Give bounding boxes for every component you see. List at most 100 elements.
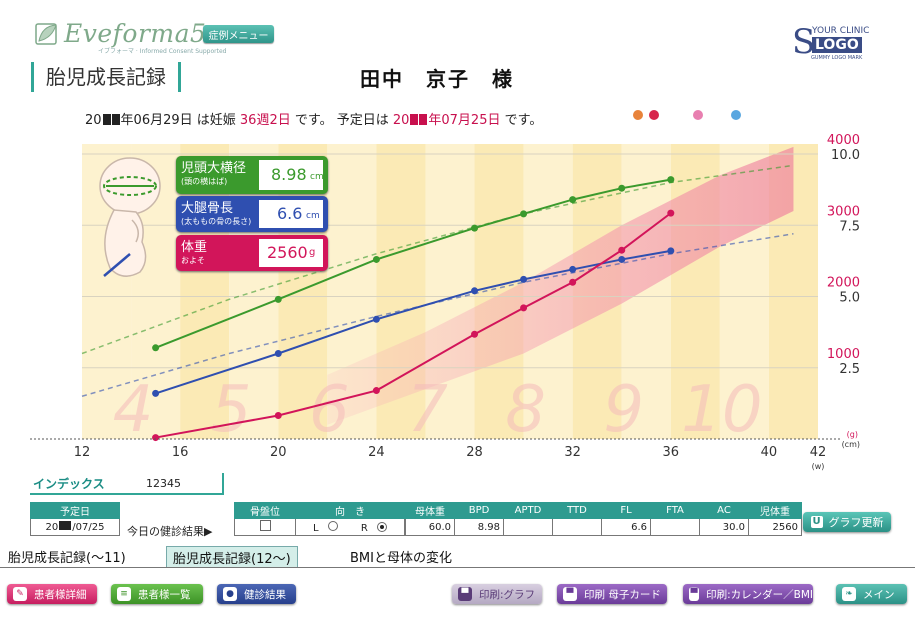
print-card-button[interactable]: ▀ 印刷 母子カード — [557, 584, 667, 604]
printer-icon: ▀ — [563, 587, 577, 601]
direction-l-radio[interactable] — [327, 520, 338, 531]
print-graph-button[interactable]: ▀ 印刷:グラフ — [452, 584, 542, 604]
x-tick-label: 24 — [368, 445, 385, 460]
series-line — [155, 178, 671, 349]
x-tick-label: 36 — [663, 445, 680, 460]
refresh-icon: U — [810, 516, 823, 528]
brand-logo: Eveforma5 イブフォーマ · Informed Consent Supp… — [34, 16, 226, 55]
brand-name: Eveforma5 — [64, 18, 207, 48]
result-header: BPD — [454, 502, 504, 519]
y-cm-tick: 5.0 — [839, 291, 860, 306]
printer-icon: ▀ — [689, 587, 700, 601]
result-value[interactable]: 2560 — [748, 518, 802, 536]
index-box — [30, 473, 224, 495]
page-title: 胎児成長記録 — [31, 62, 181, 92]
result-header: 母体重 — [405, 502, 455, 519]
main-menu-button[interactable]: ❧ メイン — [836, 584, 907, 604]
x-tick-label: 16 — [172, 445, 189, 460]
dot-icon — [633, 110, 643, 120]
y-weight-tick: 1000 — [827, 347, 860, 362]
month-label: 5 — [211, 373, 252, 447]
result-value[interactable]: 8.98 — [454, 518, 504, 536]
fetus-illustration — [99, 157, 161, 277]
reference-curve — [81, 233, 794, 397]
index-value[interactable]: 12345 — [146, 477, 181, 490]
exam-result-button[interactable]: ● 健診結果 — [217, 584, 296, 604]
data-point — [618, 184, 626, 192]
brand-subtitle: イブフォーマ · Informed Consent Supported — [98, 48, 227, 55]
person-icon: ● — [223, 587, 237, 601]
x-tick-label: 20 — [270, 445, 287, 460]
data-point — [520, 210, 528, 218]
tab-bmi[interactable]: BMIと母体の変化 — [350, 550, 452, 566]
clinic-s-mark: S — [792, 22, 816, 62]
tab-growth-early[interactable]: 胎児成長記録(〜11) — [8, 550, 126, 566]
due-date-table: 予定日 20/07/25 — [30, 502, 120, 536]
result-header: APTD — [503, 502, 553, 519]
dot-icon — [731, 110, 741, 120]
result-value[interactable]: 6.6 — [601, 518, 651, 536]
direction-r-radio[interactable] — [377, 521, 388, 532]
pregnancy-info: 20 年06月29日 は妊娠 36週2日 です。 予定日は 20 年07月25日 で… — [85, 113, 543, 128]
case-menu-button[interactable]: 症例メニュー — [203, 25, 274, 43]
result-value[interactable]: 60.0 — [405, 518, 455, 536]
today-result-label: 今日の健診結果▶ — [127, 525, 213, 538]
month-label: 9 — [603, 373, 644, 447]
data-point — [372, 315, 380, 323]
result-value[interactable] — [503, 518, 553, 536]
x-tick-label: 32 — [564, 445, 581, 460]
result-value[interactable] — [552, 518, 602, 536]
result-header: TTD — [552, 502, 602, 519]
result-header: AC — [699, 502, 749, 519]
data-point — [152, 344, 160, 352]
series-line — [155, 212, 672, 439]
data-point — [618, 255, 626, 263]
result-header: FL — [601, 502, 651, 519]
y-weight-tick: 2000 — [827, 276, 860, 291]
x-tick-label: 42 — [810, 445, 827, 460]
month-label: 6 — [309, 373, 350, 447]
status-dots — [633, 110, 741, 120]
data-point — [274, 295, 282, 303]
index-label: インデックス — [33, 477, 105, 491]
data-point — [274, 350, 282, 357]
result-header: 児体重 — [748, 502, 802, 519]
printer-icon: ▀ — [458, 587, 472, 601]
y-weight-tick: 3000 — [827, 204, 860, 219]
data-point — [274, 411, 282, 419]
fetal-position-table: 骨盤位向 き L R — [234, 502, 405, 536]
fl-callout: 大腿骨長 (太ももの骨の長さ) 6.6 cm — [176, 196, 328, 232]
tab-divider — [0, 567, 915, 568]
pencil-icon: ✎ — [13, 587, 27, 601]
x-tick-label: 12 — [74, 445, 91, 460]
data-point — [618, 246, 626, 254]
y-weight-tick: 4000 — [827, 133, 860, 148]
data-point — [667, 247, 675, 255]
y-cm-tick: 7.5 — [839, 219, 860, 234]
weight-reference-band — [327, 146, 794, 425]
list-icon: ≡ — [117, 587, 131, 601]
data-point — [471, 330, 479, 338]
update-graph-button[interactable]: U グラフ更新 — [803, 512, 891, 532]
month-label: 8 — [505, 373, 546, 447]
result-value[interactable]: 30.0 — [699, 518, 749, 536]
due-date: 年07月25日 — [428, 113, 501, 128]
data-point — [667, 209, 675, 217]
print-calendar-button[interactable]: ▀ 印刷:カレンダー／BMI — [683, 584, 813, 604]
due-date-value[interactable]: 20/07/25 — [30, 518, 120, 536]
y-cm-tick: 10.0 — [831, 148, 860, 163]
result-value[interactable] — [650, 518, 700, 536]
leaf-icon: ❧ — [842, 587, 856, 601]
data-point — [520, 304, 528, 312]
patient-detail-button[interactable]: ✎ 患者様詳細 — [7, 584, 97, 604]
patient-list-button[interactable]: ≡ 患者様一覧 — [111, 584, 203, 604]
month-label: 7 — [407, 373, 448, 447]
tab-growth-late[interactable]: 胎児成長記録(12〜) — [166, 546, 298, 567]
y-cm-unit: (cm) — [842, 440, 860, 449]
breech-checkbox[interactable] — [234, 518, 296, 536]
exam-results-table: 母体重 BPD APTD TTD FL FTA AC 児体重 60.0 8.98 6.6 30.0 2… — [405, 502, 802, 536]
series-line — [155, 249, 671, 395]
data-point — [569, 196, 577, 204]
data-point — [569, 278, 577, 286]
patient-name: 田中 京子 様 — [360, 67, 514, 91]
